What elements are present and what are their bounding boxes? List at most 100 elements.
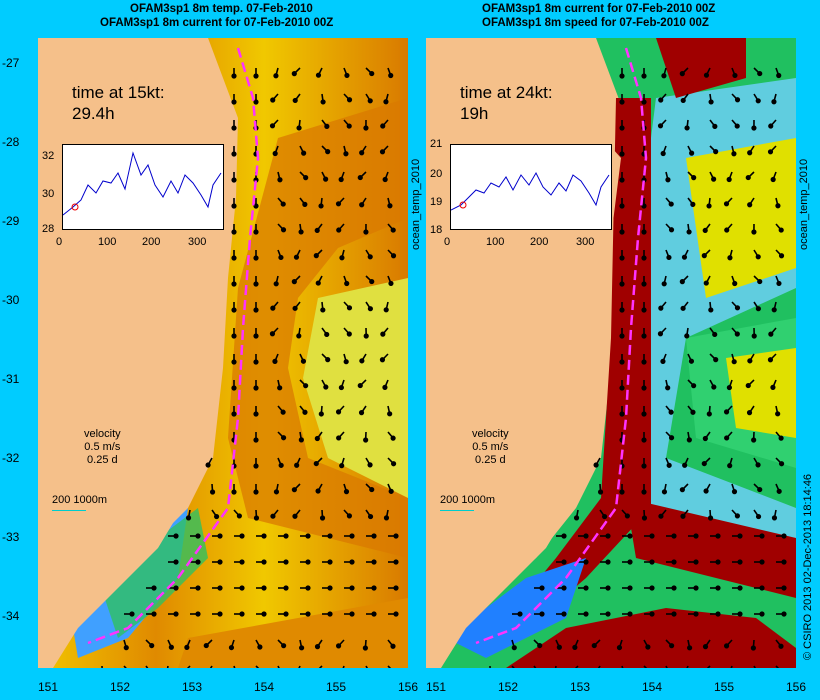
current-arrow-head xyxy=(619,255,625,261)
current-arrow xyxy=(365,665,369,668)
current-arrow-head xyxy=(745,382,751,389)
current-arrow-head xyxy=(751,229,757,235)
current-arrow xyxy=(342,665,345,668)
current-arrow-head xyxy=(641,359,647,365)
current-arrow-head xyxy=(619,411,625,417)
current-arrow-head xyxy=(665,385,671,391)
current-arrow-head xyxy=(759,559,765,565)
current-arrow-head xyxy=(619,73,625,79)
current-arrow-head xyxy=(343,359,349,365)
lon-tick-label: 156 xyxy=(786,680,807,694)
current-arrow-head xyxy=(627,585,633,591)
current-arrow-head xyxy=(319,515,326,521)
current-arrow-head xyxy=(556,644,562,650)
current-arrow-head xyxy=(702,644,709,650)
current-arrow-head xyxy=(767,357,774,363)
current-arrow-head xyxy=(315,72,322,78)
current-arrow-head xyxy=(344,72,350,79)
current-arrow-head xyxy=(305,533,311,539)
travel-value: 19h xyxy=(460,104,489,123)
lon-tick-label: 152 xyxy=(498,680,519,694)
current-arrow-head xyxy=(253,73,259,79)
current-arrow-head xyxy=(755,462,761,468)
current-arrow-head xyxy=(645,644,651,650)
current-arrow-head xyxy=(359,202,365,208)
current-arrow-head xyxy=(280,227,287,233)
current-arrow-head xyxy=(619,125,625,131)
current-arrow-head xyxy=(723,201,730,207)
current-arrow-head xyxy=(679,279,685,285)
inset-ytick-4: 18 xyxy=(430,224,443,236)
current-arrow-head xyxy=(715,585,721,591)
current-arrow-head xyxy=(393,585,399,591)
current-arrow xyxy=(255,665,260,668)
current-arrow-head xyxy=(775,411,781,417)
current-arrow-head xyxy=(767,149,774,155)
velocity-legend: velocity 0.5 m/s 0.25 d xyxy=(472,428,509,467)
current-arrow-head xyxy=(393,533,399,539)
current-arrow-head xyxy=(726,176,732,183)
current-arrow-head xyxy=(185,515,192,521)
current-arrow-head xyxy=(641,385,647,391)
travel-value: 29.4h xyxy=(72,104,115,123)
current-arrow xyxy=(123,665,127,668)
right-title-line2: OFAM3sp1 8m speed for 07-Feb-2010 00Z xyxy=(482,17,709,29)
current-arrow-head xyxy=(257,644,263,650)
lon-tick-label: 154 xyxy=(642,680,663,694)
current-arrow-head xyxy=(778,253,785,259)
current-arrow-head xyxy=(283,533,289,539)
current-arrow-head xyxy=(619,151,625,157)
velocity-legend: velocity 0.5 m/s 0.25 d xyxy=(84,428,121,467)
current-arrow-head xyxy=(737,585,743,591)
current-arrow-head xyxy=(335,409,342,415)
current-arrow-head xyxy=(231,99,237,105)
lat-tick-label: -32 xyxy=(2,451,20,465)
current-arrow-head xyxy=(327,611,333,617)
left-title: OFAM3sp1 8m temp. 07-Feb-2010 OFAM3sp1 8… xyxy=(100,2,333,30)
current-arrow-head xyxy=(641,307,647,313)
current-arrow xyxy=(753,665,757,668)
current-arrow-head xyxy=(253,489,259,495)
lon-tick-label: 152 xyxy=(110,680,131,694)
current-arrow-head xyxy=(314,227,320,234)
current-arrow-head xyxy=(281,643,287,649)
current-arrow xyxy=(706,665,711,668)
current-arrow-head xyxy=(627,533,633,539)
current-arrow-head xyxy=(205,462,211,468)
current-arrow-head xyxy=(679,71,685,77)
current-arrow-head xyxy=(335,201,342,207)
current-arrow-head xyxy=(371,533,377,539)
current-arrow-head xyxy=(363,437,369,443)
current-arrow-head xyxy=(195,533,201,539)
current-arrow-head xyxy=(269,123,276,129)
current-arrow-head xyxy=(173,611,179,617)
current-arrow xyxy=(145,665,149,668)
current-arrow-head xyxy=(690,409,696,415)
current-arrow-head xyxy=(184,644,190,650)
current-arrow-head xyxy=(302,201,308,207)
velocity-label: velocity xyxy=(84,428,121,440)
current-arrow-head xyxy=(624,513,630,519)
current-arrow-head xyxy=(641,489,647,495)
current-arrow-head xyxy=(217,533,223,539)
current-arrow xyxy=(233,665,236,668)
current-arrow xyxy=(166,665,169,668)
current-arrow-head xyxy=(270,305,276,311)
current-arrow-head xyxy=(726,384,732,391)
current-arrow-head xyxy=(280,201,286,207)
current-arrow-head xyxy=(390,435,396,441)
current-arrow-head xyxy=(702,435,708,442)
current-arrow-head xyxy=(301,150,307,156)
current-arrow-head xyxy=(217,559,223,565)
current-arrow-head xyxy=(357,174,363,181)
right-travel-time: time at 24kt: 19h xyxy=(460,82,553,124)
lon-tick-label: 153 xyxy=(570,680,591,694)
current-arrow-head xyxy=(270,97,276,103)
current-arrow-head xyxy=(712,123,718,129)
right-title: OFAM3sp1 8m current for 07-Feb-2010 00Z … xyxy=(482,2,715,30)
current-arrow-head xyxy=(713,149,719,155)
current-arrow-head xyxy=(781,611,787,617)
current-arrow-head xyxy=(759,533,765,539)
current-arrow-head xyxy=(724,227,730,233)
current-arrow-head xyxy=(649,559,655,565)
